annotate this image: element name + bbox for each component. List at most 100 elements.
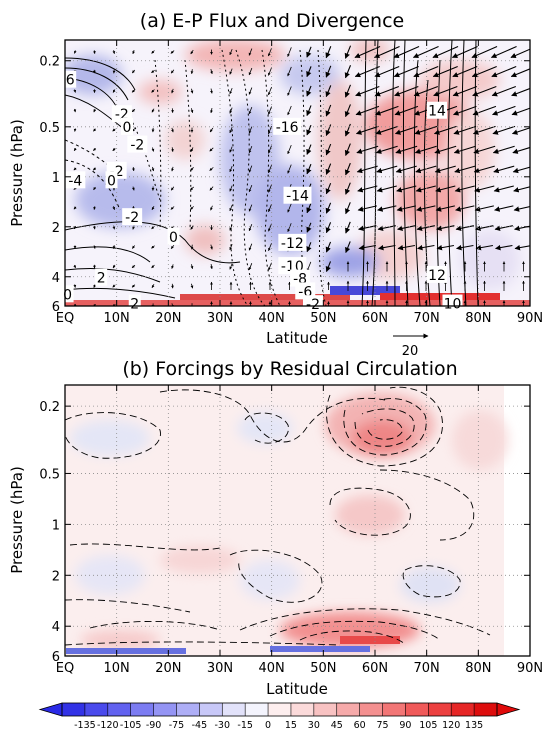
panel-b-ytick-label: 0.2 [39, 400, 60, 415]
panel-a-ytick-label: 0.5 [39, 121, 60, 136]
colorbar-label: 30 [308, 720, 320, 731]
contour-label: -2 [130, 138, 144, 154]
ep-flux-vector [435, 205, 455, 212]
ep-flux-vector [151, 205, 155, 211]
ep-flux-vector [492, 125, 516, 135]
colorbar-label: 45 [331, 720, 343, 731]
ep-flux-vector [132, 225, 136, 230]
ep-flux-vector [375, 125, 399, 135]
ep-flux-vector [325, 143, 332, 156]
ep-flux-vector [190, 147, 194, 152]
colorbar-swatch [290, 703, 315, 716]
ep-flux-vector [356, 165, 378, 174]
ep-flux-vector [432, 46, 459, 59]
ep-flux-vector [93, 186, 97, 191]
ep-flux-vector [306, 242, 312, 253]
ep-flux-vector [494, 225, 513, 232]
contour-label: 6 [66, 73, 75, 89]
panel-a-xtick-label: 40N [259, 311, 285, 326]
colorbar-label: -45 [192, 720, 208, 731]
ep-flux-vector [355, 85, 380, 97]
ep-flux-vector [417, 244, 435, 251]
ep-flux-vector [377, 205, 397, 212]
ep-flux-vector [416, 225, 435, 232]
ep-flux-vector [190, 225, 194, 230]
ep-flux-vector [412, 46, 439, 59]
contour-label-bg [64, 70, 77, 88]
ep-flux-vector [344, 123, 351, 137]
ep-flux-vector [93, 284, 97, 288]
colorbar-label: 90 [399, 720, 411, 731]
ep-flux-vector [73, 147, 77, 152]
ep-flux-vector [171, 88, 174, 94]
ep-flux-vector [436, 244, 455, 251]
panel-b-contours [65, 386, 491, 646]
ep-flux-vector [151, 245, 155, 249]
ep-flux-vector [373, 46, 400, 59]
colorbar-swatch [451, 703, 475, 716]
ep-flux-vector [306, 105, 312, 117]
colorbar-label: -90 [146, 720, 162, 731]
ep-flux-vector [73, 206, 77, 210]
colorbar-label: 60 [354, 720, 366, 731]
ep-flux-vector [112, 147, 116, 152]
ep-flux-vector [325, 65, 332, 78]
panel-b-xlabel: Latitude [266, 680, 328, 698]
ep-flux-vector [287, 105, 292, 116]
ep-flux-vector [512, 166, 530, 174]
contour-label: -16 [276, 120, 299, 136]
contour-label-bg [278, 233, 307, 251]
ep-flux-vector [190, 206, 194, 210]
contour-label-bg [427, 101, 447, 119]
panel-a-xtick-label: 50N [310, 311, 336, 326]
ep-flux-vector [306, 222, 312, 233]
panel-a-ytick-label: 4 [52, 271, 60, 286]
ep-flux-vector [132, 167, 135, 172]
contour-label: 10 [444, 297, 462, 313]
colorbar: -135 -120 -105 -90 -75 -45 -30 -15 0 15 30 45 60 75 90… [38, 702, 521, 731]
colorbar-swatch [245, 703, 269, 716]
ep-flux-vector [325, 222, 332, 234]
ep-flux-vector [394, 125, 418, 135]
ep-flux-vector [396, 205, 416, 212]
contour-label: 0 [107, 173, 116, 189]
ep-flux-vector [229, 146, 233, 153]
ep-flux-vector [344, 65, 352, 79]
colorbar-label: -105 [120, 720, 142, 731]
ep-flux-vector [170, 206, 175, 210]
ep-flux-vector [355, 105, 380, 116]
ep-flux-vector [511, 127, 530, 135]
ep-flux-vector [151, 89, 155, 93]
colorbar-label: -15 [237, 720, 253, 731]
colorbar-label: -75 [169, 720, 185, 731]
ep-flux-vector [171, 166, 174, 172]
ep-flux-vector [131, 108, 136, 113]
ep-flux-vector [374, 85, 400, 97]
ep-flux-vector [170, 50, 175, 54]
contour-label: -14 [286, 189, 309, 205]
colorbar-label: -135 [74, 720, 96, 731]
panel-a-xlabel: Latitude [266, 329, 328, 347]
ep-flux-vector [345, 221, 351, 234]
contour-label: -4 [68, 173, 82, 189]
contour-label: 0 [123, 120, 132, 136]
panel-b-ytick-label: 6 [52, 650, 60, 665]
ep-flux-vector [325, 202, 332, 214]
ep-flux-vector [355, 125, 379, 135]
ep-flux-vector [73, 167, 77, 171]
ep-flux-vector [416, 205, 436, 212]
panel-a-ytick-label: 6 [52, 300, 60, 315]
contour-label: -2 [306, 297, 320, 313]
ep-flux-vector [510, 48, 530, 59]
ep-flux-vector [344, 182, 351, 195]
panel-b-xtick-label: 50N [310, 661, 336, 676]
ep-flux-vector [510, 68, 530, 78]
ep-flux-vector [171, 127, 174, 133]
ep-flux-vector [170, 69, 175, 74]
ep-flux-vector [151, 69, 155, 74]
colorbar-swatch [336, 703, 360, 716]
contour-label-bg [121, 117, 133, 135]
ep-flux-vector [190, 108, 194, 114]
ep-flux-vector [325, 261, 332, 273]
